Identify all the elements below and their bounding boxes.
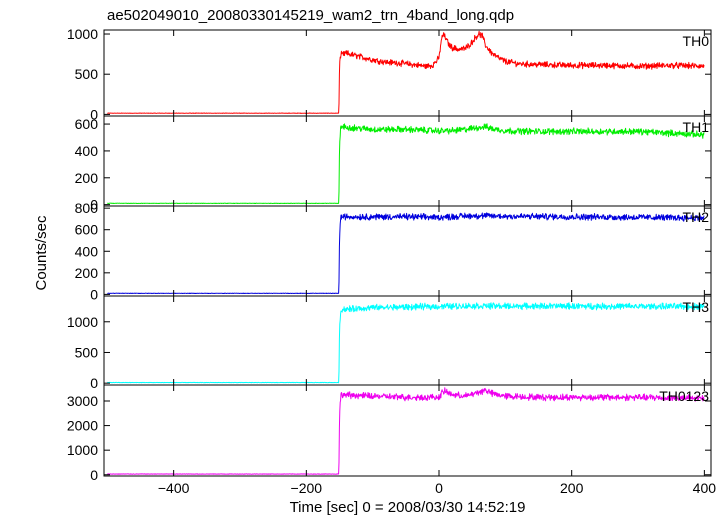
panel-th3: 0 500 1000 TH3	[67, 295, 712, 391]
panel-th0: 0 500 1000 TH0	[67, 26, 712, 122]
trace-th2	[107, 212, 705, 294]
y-tick-label: 3000	[67, 393, 98, 409]
x-tick-label: 0	[435, 480, 443, 496]
y-tick-label: 500	[75, 344, 99, 360]
y-tick-label: 600	[75, 222, 99, 238]
chart-title: ae502049010_20080330145219_wam2_trn_4ban…	[107, 7, 514, 24]
trace-th3	[106, 302, 705, 384]
y-tick-label: 0	[90, 106, 98, 122]
panel-label: TH0	[683, 33, 710, 49]
trace-th0123	[107, 387, 705, 475]
y-tick-label: 200	[75, 265, 99, 281]
panels-group: 0 500 1000 TH0 0 200 400 600 TH1 0 200 400 600 800 TH2…	[67, 26, 712, 483]
panel-frame	[103, 29, 712, 117]
trace-th1	[107, 123, 705, 204]
panel-label: TH3	[683, 299, 710, 315]
y-tick-label: 400	[75, 143, 99, 159]
x-tick-label: −200	[291, 480, 323, 496]
y-tick-label: 1000	[67, 442, 98, 458]
x-tick-label: −400	[158, 480, 190, 496]
x-axis-label: Time [sec] 0 = 2008/03/30 14:52:19	[290, 499, 526, 516]
y-tick-label: 1000	[67, 314, 98, 330]
y-tick-label: 200	[75, 170, 99, 186]
x-tick-label: 200	[560, 480, 584, 496]
y-tick-label: 0	[90, 286, 98, 302]
y-tick-label: 600	[75, 116, 99, 132]
y-tick-label: 0	[90, 197, 98, 213]
y-tick-label: 0	[90, 467, 98, 483]
panel-th1: 0 200 400 600 TH1	[75, 115, 712, 213]
x-tick-label: 400	[693, 480, 717, 496]
y-axis-label: Counts/sec	[33, 215, 50, 291]
trace-th0	[107, 30, 705, 114]
x-axis: −400 −200 0 200 400	[158, 480, 716, 496]
panel-label: TH0123	[659, 388, 709, 404]
panel-label: TH1	[683, 119, 710, 135]
y-tick-label: 400	[75, 243, 99, 259]
y-tick-label: 0	[90, 375, 98, 391]
panel-th2: 0 200 400 600 800 TH2	[75, 200, 712, 302]
panel-label: TH2	[683, 209, 710, 225]
y-tick-label: 800	[75, 200, 99, 216]
panel-th0123: 0 1000 2000 3000 TH0123	[67, 384, 712, 483]
y-tick-label: 1000	[67, 26, 98, 42]
panel-frame	[103, 384, 712, 477]
y-tick-label: 500	[75, 66, 99, 82]
y-tick-label: 2000	[67, 418, 98, 434]
